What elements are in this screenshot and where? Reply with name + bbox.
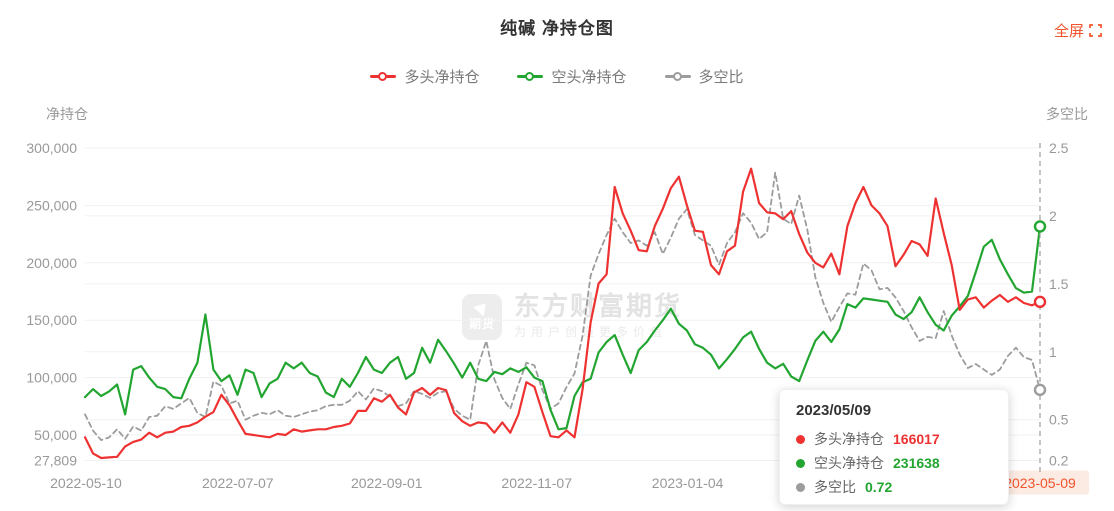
chart-legend: 多头净持仓 空头净持仓 多空比: [0, 66, 1114, 87]
y-left-tick: 300,000: [26, 140, 77, 156]
y-left-tick: 200,000: [26, 255, 77, 271]
series-dot-icon: [796, 458, 805, 468]
y-left-tick: 50,000: [34, 427, 77, 443]
fullscreen-button[interactable]: 全屏: [1054, 20, 1102, 41]
x-tick: 2023-01-04: [652, 475, 724, 491]
y-left-tick: 100,000: [26, 370, 77, 386]
watermark-logo-icon: 期货: [462, 293, 502, 340]
end-marker-long: [1033, 295, 1047, 309]
page-title: 纯碱 净持仓图: [500, 19, 614, 38]
series-line-ratio: [84, 171, 1041, 442]
series-line-short: [83, 225, 1042, 431]
tooltip-date: 2023/05/09: [796, 402, 872, 419]
tooltip-row-long: 多头净持仓 166017: [796, 427, 992, 451]
legend-item-long[interactable]: 多头净持仓: [370, 66, 479, 87]
x-tick: 2022-11-07: [501, 475, 572, 491]
watermark-title: 东方财富期货: [514, 291, 683, 321]
y-right-tick: 1: [1049, 344, 1057, 360]
line-marker-icon: [664, 71, 691, 82]
legend-item-short[interactable]: 空头净持仓: [517, 66, 627, 87]
fullscreen-label: 全屏: [1053, 23, 1084, 40]
y-right-tick: 1.5: [1049, 276, 1069, 292]
y-right-tick: 2.5: [1049, 140, 1069, 156]
y-left-tick: 150,000: [26, 312, 77, 328]
y-right-tick: 2: [1049, 208, 1057, 224]
y-left-tick: 27,809: [34, 453, 77, 469]
x-tick: 2022-09-01: [351, 475, 423, 491]
series-dot-icon: [796, 482, 805, 492]
legend-item-ratio[interactable]: 多空比: [664, 66, 744, 87]
legend-label: 多空比: [698, 69, 744, 86]
series-dot-icon: [796, 434, 805, 444]
watermark: 期货 东方财富期货 为用户创造更多价值: [462, 291, 683, 340]
x-tick: 2022-05-10: [50, 475, 122, 491]
fullscreen-icon: [1089, 24, 1102, 37]
x-tick-highlighted: 2023-05-09: [1004, 475, 1076, 491]
legend-label: 空头净持仓: [551, 69, 627, 86]
end-marker-short: [1033, 220, 1047, 233]
chart-tooltip: 2023/05/09 多头净持仓 166017 空头净持仓 231638 多空比…: [779, 389, 1009, 505]
y-right-tick: 0.2: [1049, 453, 1069, 469]
watermark-subtitle: 为用户创造更多价值: [514, 325, 668, 340]
tooltip-row-short: 空头净持仓 231638: [796, 451, 992, 475]
legend-label: 多头净持仓: [404, 69, 480, 86]
series-line-long: [83, 167, 1042, 460]
x-tick: 2022-07-07: [202, 475, 274, 491]
y-right-tick: 0.5: [1049, 412, 1069, 428]
tooltip-row-ratio: 多空比 0.72: [796, 475, 992, 499]
axis-name: 净持仓: [46, 106, 88, 122]
axis-name: 多空比: [1046, 106, 1088, 122]
end-marker-ratio: [1033, 383, 1047, 397]
line-marker-icon: [370, 71, 397, 82]
y-left-tick: 250,000: [26, 197, 77, 213]
line-marker-icon: [517, 71, 544, 82]
